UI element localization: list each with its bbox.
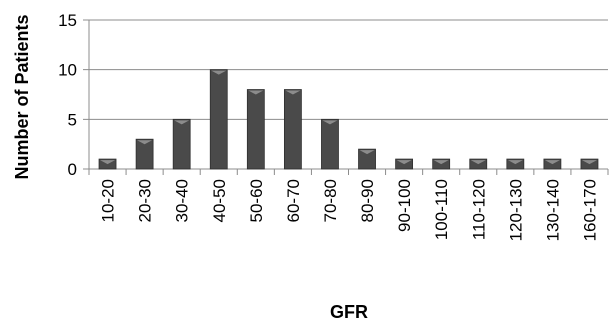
bar-bevel <box>359 150 375 155</box>
y-tick-label: 15 <box>58 11 77 30</box>
x-tick-label: 110-120 <box>469 179 488 240</box>
x-tick-label: 130-140 <box>543 179 562 241</box>
bar <box>358 148 376 170</box>
bar-bevel <box>248 90 264 95</box>
x-tick-label: 40-50 <box>210 179 229 222</box>
bar-bevel <box>396 160 412 165</box>
bar-bevel <box>285 90 301 95</box>
bar-bevel <box>137 140 153 145</box>
bar <box>172 118 191 170</box>
bar-bevel <box>322 120 338 125</box>
x-tick-label: 90-100 <box>395 179 414 232</box>
x-tick-label: 60-70 <box>284 179 303 222</box>
x-tick-label: 20-30 <box>136 179 155 222</box>
y-axis-title: Number of Patients <box>12 14 32 179</box>
y-tick-label: 5 <box>68 110 77 129</box>
bar <box>283 89 302 170</box>
y-tick-labels: 0 5 10 15 <box>58 11 77 179</box>
x-axis-title: GFR <box>330 302 368 322</box>
bar <box>209 69 228 170</box>
bars <box>98 69 599 170</box>
x-tick-label: 120-130 <box>506 179 525 241</box>
x-tick-label: 10-20 <box>99 179 118 222</box>
bar-bevel <box>211 70 227 75</box>
bar-bevel <box>433 160 449 165</box>
x-tick-label: 70-80 <box>321 179 340 222</box>
grid-lines <box>83 19 609 175</box>
x-tick-label: 50-60 <box>247 179 266 222</box>
bar-bevel <box>581 160 597 165</box>
bar <box>246 89 265 170</box>
x-tick-label: 100-110 <box>432 179 451 240</box>
bar-bevel <box>544 160 560 165</box>
x-tick-label: 80-90 <box>358 179 377 222</box>
bar-bevel <box>507 160 523 165</box>
bar <box>135 138 154 170</box>
x-tick-label: 30-40 <box>173 179 192 222</box>
y-tick-label: 0 <box>68 160 77 179</box>
bar-bevel <box>174 120 190 125</box>
bar <box>321 118 339 170</box>
bar-bevel <box>100 160 116 165</box>
x-tick-labels: 10-20 20-30 30-40 40-50 50-60 60-70 70-80 80-90… <box>99 179 600 241</box>
y-tick-label: 10 <box>58 61 77 80</box>
x-tick-label: 160-170 <box>580 179 599 241</box>
bar-bevel <box>470 160 486 165</box>
